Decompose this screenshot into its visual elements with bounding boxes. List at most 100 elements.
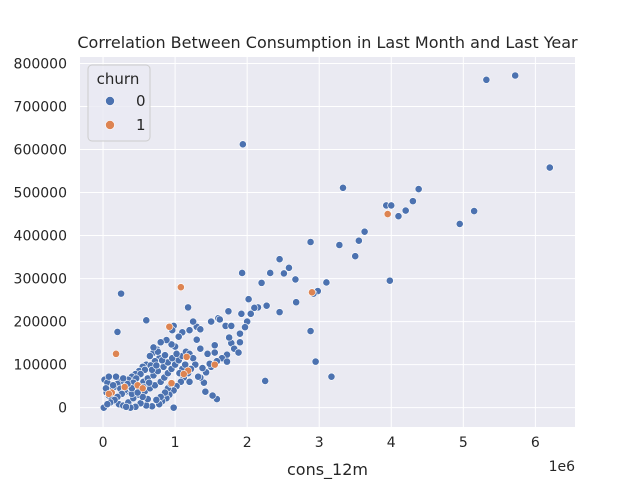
data-point-churn-0 bbox=[241, 323, 249, 332]
data-point-churn-0 bbox=[196, 344, 205, 353]
data-point-churn-0 bbox=[236, 338, 244, 347]
x-tick-label: 0 bbox=[99, 435, 108, 451]
data-point-churn-0 bbox=[360, 227, 369, 236]
data-point-churn-0 bbox=[203, 349, 212, 358]
data-point-churn-0 bbox=[122, 402, 131, 411]
legend-box bbox=[87, 64, 151, 142]
data-point-churn-0 bbox=[161, 351, 169, 360]
data-point-churn-0 bbox=[109, 381, 118, 390]
data-point-churn-0 bbox=[225, 333, 234, 342]
data-point-churn-0 bbox=[227, 321, 236, 330]
data-point-churn-0 bbox=[322, 278, 331, 287]
legend-label-churn-1: 1 bbox=[136, 116, 146, 134]
data-point-churn-0 bbox=[262, 301, 271, 310]
data-point-churn-1 bbox=[112, 349, 120, 358]
y-tick-label: 700000 bbox=[14, 99, 67, 115]
legend-title: churn bbox=[97, 70, 140, 88]
data-point-churn-0 bbox=[385, 276, 394, 285]
data-point-churn-0 bbox=[215, 315, 224, 324]
data-point-churn-0 bbox=[292, 298, 301, 307]
grid-lines bbox=[80, 57, 575, 427]
legend: churn 01 bbox=[87, 64, 151, 142]
data-point-churn-0 bbox=[482, 75, 491, 84]
data-point-churn-0 bbox=[354, 236, 363, 245]
data-point-churn-0 bbox=[189, 317, 198, 326]
y-tick-label: 100000 bbox=[14, 358, 67, 374]
data-point-churn-1 bbox=[120, 383, 129, 391]
data-point-churn-0 bbox=[238, 140, 247, 149]
data-point-churn-0 bbox=[351, 252, 360, 261]
data-point-churn-0 bbox=[198, 364, 207, 372]
data-point-churn-0 bbox=[291, 275, 300, 284]
data-point-churn-0 bbox=[311, 357, 320, 366]
y-tick-label: 600000 bbox=[14, 143, 67, 159]
data-point-churn-0 bbox=[238, 269, 247, 277]
data-point-churn-0 bbox=[414, 185, 423, 193]
data-point-churn-0 bbox=[185, 326, 194, 335]
data-point-churn-0 bbox=[194, 372, 203, 381]
x-tick-label: 3 bbox=[315, 435, 324, 451]
data-point-churn-1 bbox=[165, 322, 174, 331]
chart-title: Correlation Between Consumption in Last … bbox=[77, 33, 578, 52]
data-point-churn-0 bbox=[408, 197, 417, 206]
x-tick-label: 6 bbox=[531, 435, 540, 451]
x-tick-label: 1 bbox=[171, 435, 180, 451]
data-point-churn-0 bbox=[266, 269, 275, 277]
data-point-churn-0 bbox=[236, 329, 244, 338]
data-point-churn-0 bbox=[306, 327, 315, 335]
legend-marker-churn-0 bbox=[105, 96, 115, 106]
data-point-churn-0 bbox=[223, 357, 231, 366]
y-tick-label: 800000 bbox=[14, 56, 67, 72]
y-tick-label: 500000 bbox=[14, 186, 67, 202]
data-point-churn-1 bbox=[167, 379, 176, 388]
data-point-churn-0 bbox=[184, 303, 192, 312]
x-axis-ticks: 0 1 2 3 4 5 6 bbox=[99, 435, 540, 451]
legend-entries: 01 bbox=[105, 92, 146, 134]
data-point-churn-0 bbox=[306, 238, 315, 246]
data-point-churn-0 bbox=[112, 372, 120, 381]
data-point-churn-0 bbox=[224, 307, 233, 316]
y-tick-label: 400000 bbox=[14, 229, 67, 245]
data-point-churn-0 bbox=[152, 361, 161, 370]
x-tick-label: 2 bbox=[243, 435, 252, 451]
x-tick-label: 5 bbox=[459, 435, 468, 451]
data-point-churn-1 bbox=[138, 384, 147, 393]
data-point-churn-0 bbox=[103, 400, 112, 409]
data-point-churn-0 bbox=[167, 340, 176, 349]
data-point-churn-0 bbox=[275, 255, 284, 264]
data-point-churn-0 bbox=[208, 391, 217, 400]
data-point-churn-1 bbox=[179, 370, 188, 378]
data-point-churn-0 bbox=[169, 403, 178, 412]
data-point-churn-0 bbox=[339, 183, 347, 192]
data-point-churn-0 bbox=[545, 163, 554, 172]
data-point-churn-1 bbox=[104, 389, 113, 398]
data-point-churn-0 bbox=[257, 278, 266, 287]
data-point-churn-0 bbox=[172, 349, 181, 358]
data-points bbox=[99, 71, 554, 412]
x-axis-offset-text: 1e6 bbox=[549, 459, 576, 475]
data-point-churn-0 bbox=[207, 317, 216, 326]
data-point-churn-0 bbox=[401, 206, 410, 215]
data-point-churn-0 bbox=[104, 372, 113, 381]
data-point-churn-0 bbox=[327, 372, 336, 381]
y-tick-label: 300000 bbox=[14, 272, 67, 288]
data-point-churn-0 bbox=[145, 378, 154, 387]
data-point-churn-0 bbox=[192, 335, 201, 344]
data-point-churn-0 bbox=[275, 308, 284, 317]
data-point-churn-0 bbox=[196, 325, 205, 334]
x-axis-label: cons_12m bbox=[287, 460, 368, 480]
data-point-churn-0 bbox=[142, 316, 151, 325]
data-point-churn-0 bbox=[250, 303, 259, 312]
data-point-churn-1 bbox=[182, 352, 191, 361]
data-point-churn-0 bbox=[174, 332, 183, 341]
data-point-churn-0 bbox=[152, 395, 161, 404]
x-tick-label: 4 bbox=[387, 435, 396, 451]
data-point-churn-1 bbox=[308, 288, 316, 297]
data-point-churn-0 bbox=[280, 269, 288, 278]
data-point-churn-1 bbox=[383, 210, 392, 218]
data-point-churn-0 bbox=[261, 377, 270, 385]
data-point-churn-1 bbox=[176, 283, 185, 292]
data-point-churn-0 bbox=[244, 295, 253, 304]
data-point-churn-0 bbox=[246, 309, 255, 318]
